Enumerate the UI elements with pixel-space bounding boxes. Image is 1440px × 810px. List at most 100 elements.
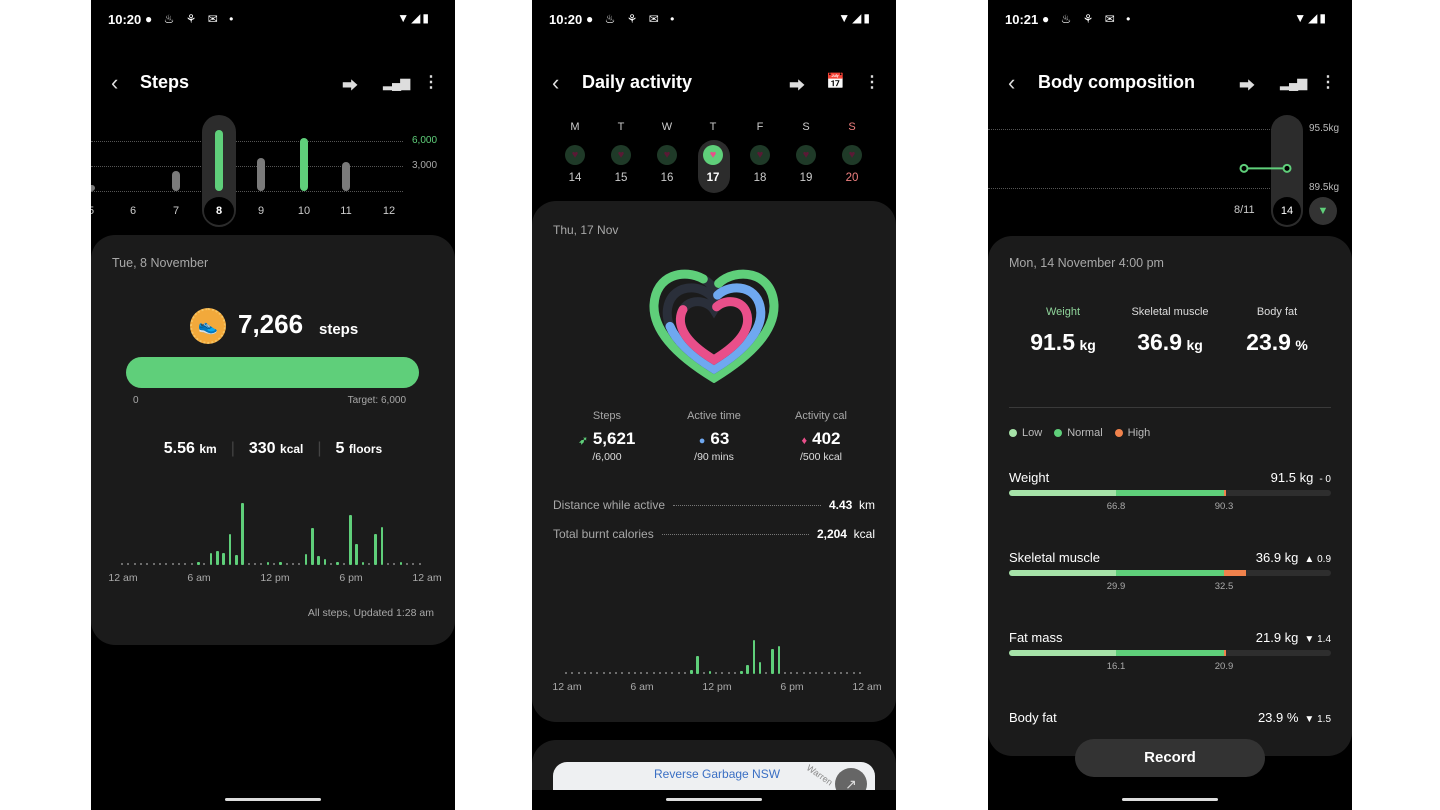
date-label: Mon, 14 November 4:00 pm xyxy=(1009,256,1164,270)
ytick-top: 95.5kg xyxy=(1309,123,1340,134)
weight-point[interactable] xyxy=(1239,163,1249,173)
range-bar xyxy=(1009,490,1331,496)
day-label-5[interactable]: 5 xyxy=(91,205,106,217)
body-composition-card: Mon, 14 November 4:00 pm Weight 91.5 kg Sk… xyxy=(988,236,1352,756)
summary-label[interactable]: Body fat xyxy=(1256,306,1298,318)
hourly-dot xyxy=(652,672,655,674)
hourly-dot xyxy=(658,672,661,674)
hourly-dot xyxy=(146,563,149,565)
ring-stat-value: ♦ 402 xyxy=(771,429,871,449)
hourly-bar xyxy=(209,553,213,565)
hourly-dot xyxy=(393,563,396,565)
day-heart-icon[interactable]: ♥ xyxy=(703,145,723,165)
hourly-bar xyxy=(696,655,699,674)
hourly-dot xyxy=(721,672,724,674)
system-status-icons: ▼◢▮ xyxy=(1294,11,1328,25)
hourly-dot xyxy=(640,672,642,674)
more-icon[interactable]: ⋮ xyxy=(423,74,439,91)
weekly-bar-10[interactable] xyxy=(300,138,308,191)
hourly-dot xyxy=(368,563,370,565)
range-high-segment xyxy=(1224,650,1226,656)
day-heart-icon[interactable]: ♥ xyxy=(565,145,585,165)
range-low-segment xyxy=(1009,650,1116,656)
range-bar xyxy=(1009,570,1331,576)
day-heart-icon[interactable]: ♥ xyxy=(842,145,862,165)
weekly-bar-9[interactable] xyxy=(257,158,265,191)
hourly-bar xyxy=(758,662,762,674)
metric-change: - 0 xyxy=(1319,474,1331,485)
hourly-dot xyxy=(171,563,174,565)
more-icon[interactable]: ⋮ xyxy=(864,74,880,91)
ring-activity-cal-fill xyxy=(675,297,753,366)
range-low-threshold: 29.9 xyxy=(1106,581,1126,592)
back-icon[interactable]: ‹ xyxy=(111,70,119,95)
page-title: Body composition xyxy=(1038,72,1195,92)
hourly-dot xyxy=(783,672,786,674)
hourly-dot xyxy=(178,563,180,565)
day-number[interactable]: 14 xyxy=(568,172,582,184)
home-indicator[interactable] xyxy=(1122,798,1218,801)
back-icon[interactable]: ‹ xyxy=(552,70,560,95)
weekly-bar-7[interactable] xyxy=(172,171,180,191)
body-composition-screen: 10:21 ● ♨ ⚘ ✉ • ▼◢▮ ‹ Body composition ⮕… xyxy=(988,0,1352,810)
more-icon[interactable]: ⋮ xyxy=(1320,74,1336,91)
x-tick-label: 12 am xyxy=(552,681,582,693)
day-number[interactable]: 20 xyxy=(845,172,859,184)
day-number[interactable]: 18 xyxy=(753,172,767,184)
weekday-letter: M xyxy=(570,121,580,133)
record-button[interactable]: Record xyxy=(1075,739,1265,777)
weekly-bar-11[interactable] xyxy=(342,161,350,191)
weight-point[interactable] xyxy=(1282,163,1292,173)
summary-label[interactable]: Weight xyxy=(1045,306,1081,318)
bar-chart-icon[interactable]: ▂▄▆ xyxy=(383,75,410,90)
share-icon[interactable]: ⮕ xyxy=(789,78,806,95)
calendar-icon[interactable]: 📅 xyxy=(826,73,845,90)
day-number[interactable]: 17 xyxy=(706,172,720,184)
unit: kg xyxy=(1186,337,1203,353)
home-indicator[interactable] xyxy=(666,798,762,801)
gridline-3000 xyxy=(91,166,403,167)
day-heart-icon[interactable]: ♥ xyxy=(796,145,816,165)
day-heart-icon[interactable]: ♥ xyxy=(750,145,770,165)
hourly-bar xyxy=(690,669,693,674)
day-label-8[interactable]: 8 xyxy=(215,205,223,217)
hourly-dot xyxy=(298,563,301,565)
day-label-11[interactable]: 11 xyxy=(340,205,352,217)
home-indicator[interactable] xyxy=(225,798,321,801)
ring-steps-fill xyxy=(649,269,779,383)
hourly-bar xyxy=(380,527,384,565)
hourly-dot xyxy=(121,563,123,565)
ring-stat-value: ➶ 5,621 xyxy=(557,429,657,449)
weekly-bar-5[interactable] xyxy=(91,185,95,191)
progress-target: Target: 6,000 xyxy=(347,395,406,406)
day-label-6[interactable]: 6 xyxy=(129,205,137,217)
x-tick-label: 6 pm xyxy=(780,681,804,693)
day-label-9[interactable]: 9 xyxy=(257,205,265,217)
share-icon[interactable]: ⮕ xyxy=(342,78,359,95)
hourly-dot xyxy=(342,563,345,565)
share-icon[interactable]: ⮕ xyxy=(1239,78,1256,95)
day-label-7[interactable]: 7 xyxy=(172,205,180,217)
day-label-10[interactable]: 10 xyxy=(297,205,311,217)
metric-change: ▼ 1.5 xyxy=(1304,714,1331,725)
hourly-dot xyxy=(565,672,567,674)
legend-label: Normal xyxy=(1067,427,1103,439)
day-heart-icon[interactable]: ♥ xyxy=(657,145,677,165)
map-place-label: Reverse Garbage NSW xyxy=(654,767,781,781)
steps-count: 7,266 xyxy=(238,309,304,339)
scale-icon[interactable]: ▼ xyxy=(1309,197,1337,225)
range-high-segment xyxy=(1224,570,1246,576)
weekly-bar-8[interactable] xyxy=(215,130,223,191)
day-heart-icon[interactable]: ♥ xyxy=(611,145,631,165)
hourly-dot xyxy=(802,672,805,674)
summary-label[interactable]: Skeletal muscle xyxy=(1131,306,1209,318)
legend-dot-icon xyxy=(1009,429,1017,438)
day-number[interactable]: 16 xyxy=(660,172,674,184)
day-number[interactable]: 19 xyxy=(799,172,813,184)
day-label-12[interactable]: 12 xyxy=(382,205,396,217)
day-number[interactable]: 15 xyxy=(614,172,628,184)
burnt-calories-row: Total burnt calories 2,204 kcal xyxy=(553,527,875,541)
back-icon[interactable]: ‹ xyxy=(1008,70,1016,95)
legend: Low Normal High xyxy=(1009,427,1150,439)
bar-chart-icon[interactable]: ▂▄▆ xyxy=(1280,75,1307,90)
